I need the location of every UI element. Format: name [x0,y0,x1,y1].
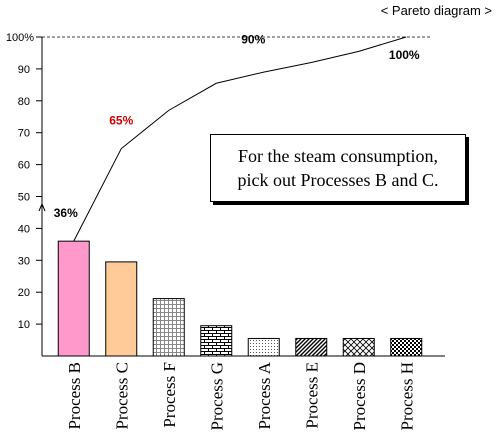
bar [390,337,423,357]
y-tick-label: 30 [18,255,30,267]
cumulative-line: 36% 65% 90% 100% [54,33,420,242]
cumulative-label: 65% [109,114,133,128]
y-tick-label: 40 [18,223,30,235]
y-tick-label: 90 [18,64,30,76]
x-tick-label: Process C [112,362,131,430]
bar [247,337,280,357]
y-tick-label: 80 [18,96,30,108]
x-tick-label: Process F [160,362,179,428]
y-tick-label: 10 [18,319,30,331]
cumulative-label: 90% [241,33,265,47]
chart-title: < Pareto diagram > [381,3,492,18]
y-top-label: 100% [6,32,34,44]
bars [57,240,423,357]
x-tick-label: Process A [255,361,274,429]
y-tick-label: 20 [18,287,30,299]
callout-line-2: pick out Processes B and C. [237,170,439,190]
bar [57,240,90,357]
bar [295,337,328,357]
callout-box: For the steam consumption, pick out Proc… [210,134,466,202]
bar [200,325,233,357]
axes: 10 20 30 40 50 60 70 80 90 100% [6,32,445,357]
x-tick-label: Process B [65,362,84,430]
x-tick-label: Process E [302,362,321,429]
x-tick-labels: Process B Process C Process F Process G Proc… [65,361,417,430]
cumulative-label: 100% [389,48,420,62]
callout-line-1: For the steam consumption, [238,146,438,166]
bar [342,337,375,357]
x-tick-label: Process H [397,362,416,430]
bar [105,261,138,357]
x-tick-label: Process G [207,362,226,430]
y-tick-label: 50 [18,192,30,204]
y-axis-arrow-icon [38,203,46,212]
bar [152,298,185,357]
y-tick-label: 60 [18,160,30,172]
x-tick-label: Process D [350,362,369,430]
cumulative-polyline [73,36,407,242]
y-tick-label: 70 [18,128,30,140]
cumulative-label: 36% [54,206,78,220]
